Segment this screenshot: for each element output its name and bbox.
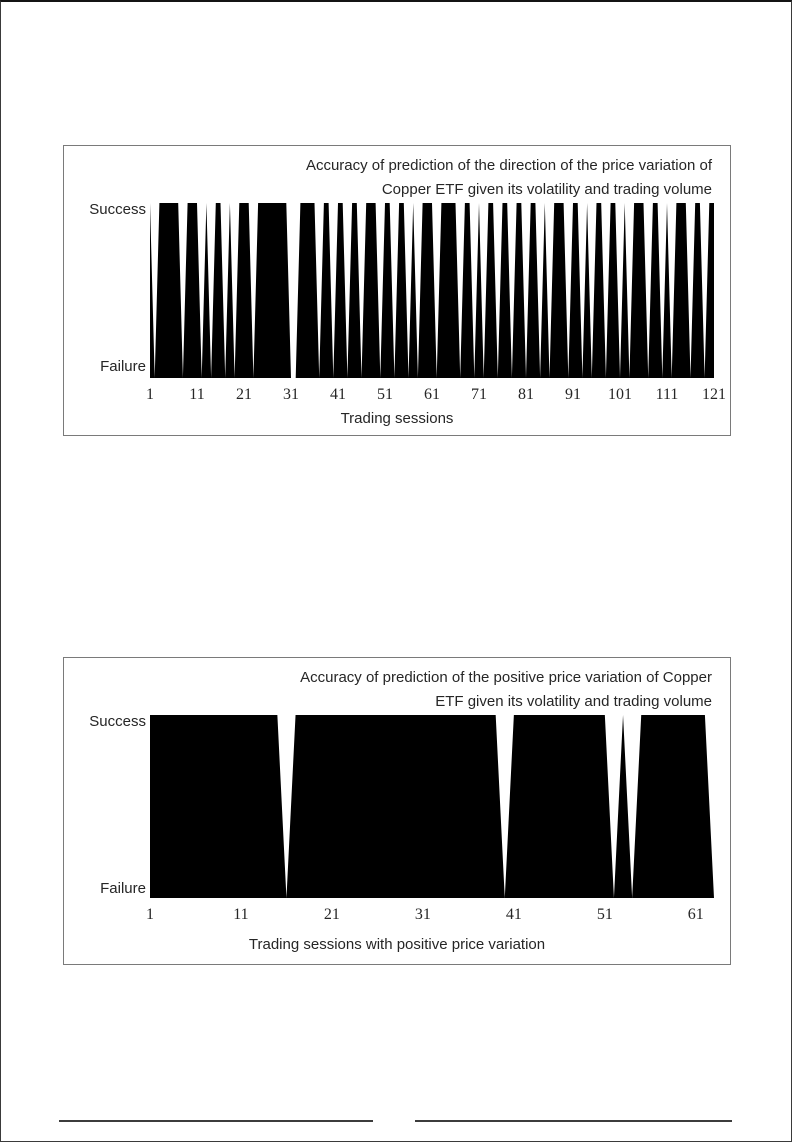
- chart-title-line-2: Copper ETF given its volatility and trad…: [381, 181, 712, 198]
- y-axis-label-failure: Failure: [100, 880, 146, 897]
- x-axis-tick-row: 1 11 21 31 41 51 61 71 81 91 101 111 121: [146, 386, 726, 404]
- x-tick-label: 51: [377, 386, 393, 403]
- figure-positive-variation-accuracy: Accuracy of prediction of the positive p…: [63, 657, 731, 965]
- x-tick-label: 111: [655, 386, 679, 403]
- x-tick-label: 1: [146, 906, 154, 923]
- chart-title: Accuracy of prediction of the positive p…: [184, 666, 712, 714]
- x-tick-label: 91: [565, 386, 581, 403]
- y-axis-label-success: Success: [89, 201, 146, 218]
- x-axis-tick-row: 1 11 21 31 41 51 61: [146, 906, 714, 924]
- chart-title: Accuracy of prediction of the direction …: [184, 154, 712, 202]
- x-tick-label: 11: [189, 386, 205, 403]
- chart-title-line-1: Accuracy of prediction of the positive p…: [300, 669, 712, 686]
- x-tick-label: 61: [424, 386, 440, 403]
- x-tick-label: 21: [323, 906, 340, 923]
- figure-direction-accuracy: Accuracy of prediction of the direction …: [63, 145, 731, 436]
- x-tick-label: 31: [414, 906, 431, 923]
- x-tick-label: 1: [146, 386, 154, 403]
- chart-title-line-1: Accuracy of prediction of the direction …: [305, 157, 712, 174]
- x-tick-label: 41: [505, 906, 522, 923]
- binary-area-series: [150, 715, 714, 898]
- x-tick-label: 121: [702, 386, 726, 403]
- x-tick-label: 71: [471, 386, 487, 403]
- x-tick-label: 101: [608, 386, 632, 403]
- x-axis-title: Trading sessions: [340, 410, 454, 427]
- y-axis-label-failure: Failure: [100, 358, 146, 375]
- x-tick-label: 21: [236, 386, 252, 403]
- chart-title-line-2: ETF given its volatility and trading vol…: [435, 693, 712, 710]
- area-series-path: [150, 715, 714, 898]
- x-tick-label: 11: [233, 906, 249, 923]
- x-tick-label: 31: [283, 386, 299, 403]
- plot-area: [150, 715, 714, 898]
- x-tick-label: 41: [330, 386, 346, 403]
- binary-area-series: [150, 203, 714, 378]
- x-tick-label: 61: [687, 906, 704, 923]
- x-axis-title: Trading sessions with positive price var…: [248, 936, 546, 953]
- area-series-path: [150, 203, 714, 378]
- footnote-rule-left: [59, 1120, 373, 1122]
- plot-area: [150, 203, 714, 378]
- footnote-rule-right: [415, 1120, 732, 1122]
- x-tick-label: 81: [518, 386, 534, 403]
- y-axis-label-success: Success: [89, 713, 146, 730]
- x-tick-label: 51: [596, 906, 613, 923]
